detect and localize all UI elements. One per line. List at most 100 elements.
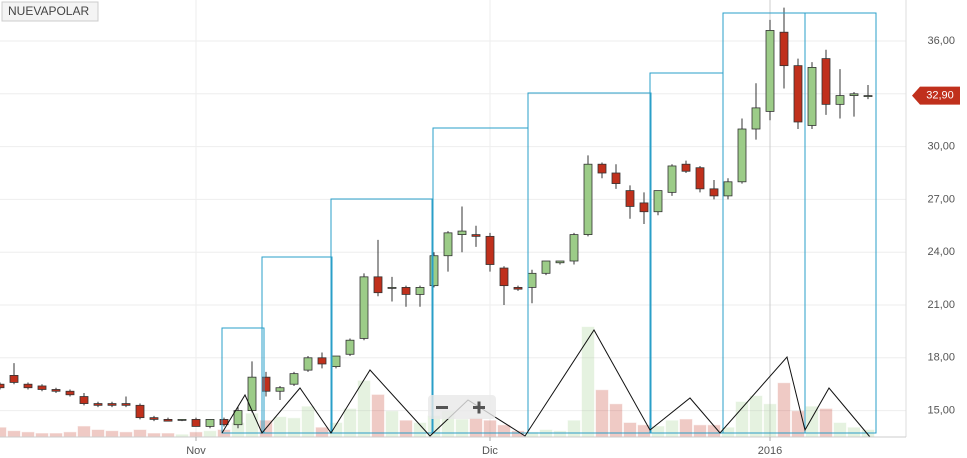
candle-body — [107, 403, 117, 406]
x-tick-label: 2016 — [758, 445, 782, 457]
box-drawings — [221, 12, 877, 434]
price-tag — [912, 86, 960, 105]
candle-body — [331, 355, 341, 368]
candle-body — [653, 190, 663, 213]
volume-bar — [301, 406, 315, 438]
candle-body — [219, 419, 229, 426]
candle-body — [863, 95, 873, 97]
volume-bar — [119, 431, 133, 438]
candle-body — [9, 375, 19, 383]
volume-bar — [399, 420, 413, 438]
candle-body — [163, 419, 173, 422]
volume-bar — [679, 418, 693, 438]
candle-body — [737, 128, 747, 183]
candle-body — [541, 260, 551, 274]
candle-body — [849, 93, 859, 96]
volume-bar — [371, 394, 385, 438]
volume-bar — [735, 401, 749, 438]
x-tick-label: Nov — [186, 445, 206, 457]
candle-body — [681, 163, 691, 172]
candle-body — [177, 419, 187, 421]
box — [221, 327, 265, 434]
candle-body — [639, 202, 649, 213]
candle-body — [723, 181, 733, 197]
candle-body — [121, 403, 131, 406]
candle-body — [261, 376, 271, 392]
volume-bar — [777, 382, 791, 438]
candle-body — [135, 404, 145, 419]
volume-bar — [763, 403, 777, 438]
candle-body — [765, 30, 775, 112]
candle-body — [835, 95, 845, 105]
zoom-in[interactable] — [477, 401, 481, 414]
volume-bar — [203, 430, 217, 438]
x-tick-label: Dic — [482, 445, 498, 457]
volume-bar — [357, 380, 371, 438]
candle-body — [23, 383, 33, 389]
candle-body — [779, 31, 789, 67]
y-tick-label: 15,00 — [927, 405, 955, 417]
candle-body — [191, 419, 201, 427]
candle-body — [555, 260, 565, 264]
candle-body — [275, 387, 285, 392]
candle-body — [569, 234, 579, 262]
candle-body — [611, 172, 621, 184]
candle-body — [695, 167, 705, 190]
grid — [0, 0, 906, 437]
zoom-out[interactable] — [436, 406, 448, 409]
volume-bar — [105, 430, 119, 438]
zigzag — [221, 329, 871, 438]
candle-body — [79, 396, 89, 404]
volume-bar — [7, 430, 21, 438]
volume-bar — [147, 432, 161, 438]
volume-bar — [315, 427, 329, 438]
candle-body — [485, 235, 495, 265]
candle-body — [471, 234, 481, 237]
candle-body — [37, 385, 47, 390]
candle-body — [233, 410, 243, 426]
volume-bar — [161, 432, 175, 438]
y-tick-label: 30,00 — [927, 141, 955, 153]
box — [527, 92, 652, 434]
volume-bar — [581, 326, 595, 438]
box — [261, 256, 333, 434]
candles — [0, 7, 873, 429]
zoom-control[interactable] — [428, 395, 496, 419]
price-tag-label: 32,90 — [926, 89, 954, 101]
candle-body — [751, 107, 761, 130]
candle-body — [303, 357, 313, 371]
chart-title: NUEVAPOLAR — [8, 4, 89, 18]
candle-body — [597, 163, 607, 174]
candle-body — [625, 190, 635, 207]
candle-body — [807, 67, 817, 126]
candle-body — [401, 287, 411, 295]
volume-bar — [287, 417, 301, 438]
volume-bar — [623, 422, 637, 438]
volume-bar — [497, 424, 511, 438]
volume-bar — [651, 425, 665, 438]
volume-bar — [483, 420, 497, 438]
volume-bar — [21, 431, 35, 438]
box — [330, 198, 433, 434]
candle-body — [93, 403, 103, 406]
volume-bar — [77, 425, 91, 438]
candle-body — [709, 188, 719, 197]
title-box — [1, 1, 99, 22]
candle-body — [289, 373, 299, 385]
candle-body — [513, 287, 523, 290]
candle-body — [667, 165, 677, 193]
y-tick-label: 21,00 — [927, 299, 955, 311]
y-tick-label: 27,00 — [927, 193, 955, 205]
candle-body — [65, 390, 75, 396]
candle-body — [51, 389, 61, 392]
volume-bar — [567, 420, 581, 438]
volume-bar — [133, 429, 147, 438]
candle-body — [345, 339, 355, 355]
volume-bar — [427, 415, 441, 438]
box — [804, 12, 877, 434]
volume-bar — [469, 417, 483, 438]
volume-bar — [693, 424, 707, 438]
volume-bar — [35, 432, 49, 438]
candle-body — [373, 276, 383, 294]
